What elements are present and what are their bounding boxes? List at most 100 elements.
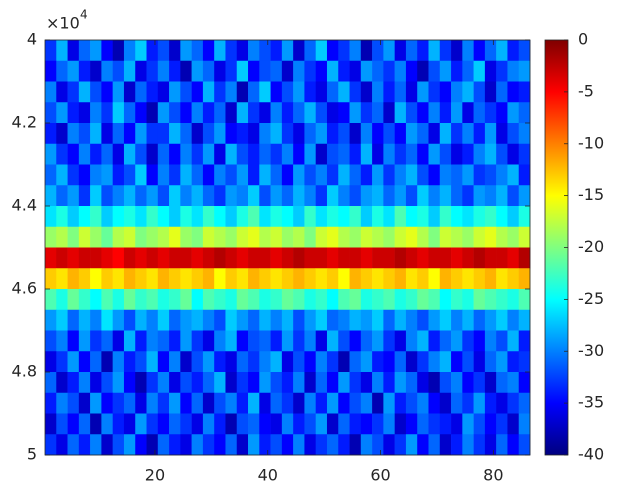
heatmap-cell — [214, 226, 226, 248]
heatmap-cell — [248, 392, 260, 414]
heatmap-cell — [67, 185, 80, 207]
heatmap-cell — [338, 123, 350, 145]
heatmap-cell — [259, 309, 271, 331]
heatmap-cell — [202, 434, 215, 456]
heatmap-cell — [180, 330, 192, 352]
heatmap-cell — [507, 123, 520, 145]
heatmap-cell — [225, 413, 238, 435]
heatmap-cell — [462, 309, 474, 331]
heatmap-cell — [45, 413, 57, 435]
heatmap-cell — [518, 40, 531, 62]
heatmap-cell — [473, 434, 486, 456]
heatmap-cell — [484, 206, 497, 228]
heatmap-cell — [315, 164, 328, 186]
heatmap-cell — [405, 392, 418, 414]
heatmap-cell — [349, 81, 362, 103]
heatmap-cell — [259, 268, 271, 290]
heatmap-cell — [202, 40, 215, 62]
heatmap-cell — [383, 226, 395, 248]
heatmap-cell — [270, 289, 283, 311]
heatmap-cell — [439, 60, 452, 82]
heatmap-cell — [338, 268, 350, 290]
heatmap-cell — [338, 392, 350, 414]
heatmap-cell — [214, 123, 226, 145]
heatmap-cell — [112, 60, 125, 82]
heatmap-cell — [135, 309, 147, 331]
heatmap-cell — [169, 102, 181, 124]
heatmap-cell — [315, 309, 328, 331]
heatmap-cell — [236, 206, 249, 228]
heatmap-cell — [451, 143, 463, 165]
heatmap-cell — [496, 392, 508, 414]
heatmap-cell — [473, 309, 486, 331]
heatmap-cell — [135, 164, 147, 186]
heatmap-cell — [484, 226, 497, 248]
heatmap-cell — [338, 434, 350, 456]
heatmap-cell — [135, 102, 147, 124]
heatmap-cell — [383, 143, 395, 165]
heatmap-cell — [248, 81, 260, 103]
heatmap-cell — [146, 392, 159, 414]
heatmap-cell — [101, 102, 113, 124]
heatmap-cell — [202, 268, 215, 290]
heatmap-cell — [180, 434, 192, 456]
heatmap-cell — [225, 143, 238, 165]
heatmap-cell — [394, 268, 407, 290]
heatmap-cell — [202, 289, 215, 311]
heatmap-cell — [349, 226, 362, 248]
heatmap-cell — [202, 206, 215, 228]
colorbar-tick-label: -5 — [578, 81, 594, 100]
heatmap-cell — [462, 434, 474, 456]
heatmap-cell — [101, 123, 113, 145]
heatmap-cell — [451, 123, 463, 145]
heatmap-cell — [123, 413, 136, 435]
heatmap-cell — [293, 330, 305, 352]
heatmap-cell — [394, 330, 407, 352]
heatmap-cell — [462, 164, 474, 186]
heatmap-cell — [67, 60, 80, 82]
heatmap-cell — [496, 102, 508, 124]
heatmap-cell — [451, 413, 463, 435]
heatmap-cell — [428, 413, 441, 435]
heatmap-cell — [191, 185, 204, 207]
heatmap-cell — [56, 309, 68, 331]
heatmap-cell — [112, 247, 125, 269]
heatmap-cell — [405, 434, 418, 456]
heatmap-cell — [56, 413, 68, 435]
heatmap-cell — [360, 330, 373, 352]
heatmap-cell — [405, 351, 418, 373]
heatmap-cell — [394, 434, 407, 456]
heatmap-cell — [281, 289, 294, 311]
heatmap-cell — [326, 289, 339, 311]
heatmap-cell — [428, 123, 441, 145]
heatmap-cell — [157, 392, 170, 414]
heatmap-cell — [248, 40, 260, 62]
heatmap-cell — [372, 206, 384, 228]
heatmap-cell — [78, 164, 91, 186]
heatmap-cell — [169, 351, 181, 373]
heatmap-cell — [90, 413, 102, 435]
heatmap-cell — [417, 309, 429, 331]
heatmap-cell — [112, 372, 125, 394]
heatmap-cell — [405, 143, 418, 165]
heatmap-cell — [496, 60, 508, 82]
heatmap-cell — [326, 372, 339, 394]
heatmap-cell — [338, 247, 350, 269]
heatmap-cell — [78, 102, 91, 124]
heatmap-cell — [214, 81, 226, 103]
heatmap-cell — [270, 81, 283, 103]
heatmap-cell — [338, 372, 350, 394]
heatmap-cell — [146, 206, 159, 228]
heatmap-cell — [326, 351, 339, 373]
heatmap-cell — [78, 289, 91, 311]
heatmap-cell — [90, 268, 102, 290]
heatmap-cell — [281, 206, 294, 228]
heatmap-cell — [417, 81, 429, 103]
heatmap-cell — [90, 351, 102, 373]
heatmap-cell — [45, 143, 57, 165]
heatmap-cell — [225, 330, 238, 352]
heatmap-cell — [394, 413, 407, 435]
heatmap-cell — [417, 143, 429, 165]
heatmap-cell — [191, 123, 204, 145]
heatmap-cell — [439, 268, 452, 290]
